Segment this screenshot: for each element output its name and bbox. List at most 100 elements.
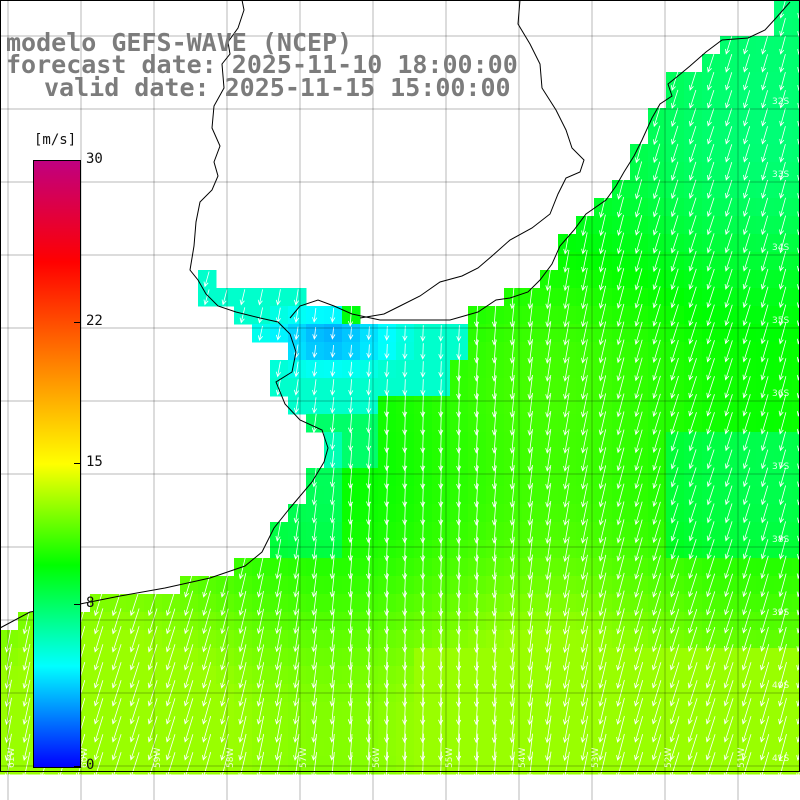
- wind-vector-arrow: [616, 339, 625, 364]
- wind-vector-arrow: [778, 358, 787, 381]
- wind-vector-arrow: [760, 715, 770, 743]
- wind-vector-arrow: [652, 375, 661, 399]
- wind-vector-arrow: [725, 161, 733, 181]
- wind-vector-arrow: [724, 358, 733, 381]
- colorbar-tick-label: 22: [86, 312, 103, 329]
- wind-vector-arrow: [779, 0, 786, 19]
- wind-vector-arrow: [94, 590, 104, 617]
- wind-vector-arrow: [742, 340, 751, 363]
- wind-vector-arrow: [456, 715, 462, 744]
- wind-vector-arrow: [723, 698, 734, 725]
- wind-vector-arrow: [545, 733, 552, 762]
- wind-vector-arrow: [743, 54, 751, 73]
- longitude-label: 58W: [226, 748, 236, 768]
- wind-vector-arrow: [456, 625, 462, 654]
- wind-vector-arrow: [527, 554, 533, 581]
- wind-vector-arrow: [634, 232, 643, 255]
- wind-vector-arrow: [527, 715, 533, 744]
- wind-vector-arrow: [438, 733, 444, 762]
- wind-vector-arrow: [563, 554, 570, 581]
- wind-vector-arrow: [580, 572, 588, 599]
- wind-vector-arrow: [438, 393, 444, 418]
- wind-vector-arrow: [725, 144, 733, 163]
- wind-vector-arrow: [723, 644, 734, 671]
- wind-vector-arrow: [635, 161, 643, 182]
- wind-vector-arrow: [527, 518, 533, 545]
- wind-vector-arrow: [384, 429, 390, 454]
- wind-vector-arrow: [688, 215, 697, 236]
- wind-vector-arrow: [581, 465, 588, 490]
- wind-vector-arrow: [743, 197, 751, 217]
- wind-vector-arrow: [93, 734, 104, 761]
- wind-vector-arrow: [724, 573, 733, 598]
- wind-vector-arrow: [509, 751, 515, 780]
- wind-vector-arrow: [456, 697, 462, 726]
- wind-vector-arrow: [147, 752, 158, 779]
- wind-vector-arrow: [760, 304, 769, 327]
- wind-vector-arrow: [761, 72, 768, 91]
- wind-vector-arrow: [527, 483, 533, 508]
- wind-vector-arrow: [761, 144, 768, 163]
- wind-vector-arrow: [652, 286, 661, 309]
- wind-vector-arrow: [778, 555, 787, 580]
- wind-speed-cell: [792, 54, 800, 73]
- wind-vector-arrow: [545, 751, 552, 780]
- wind-vector-arrow: [598, 572, 607, 599]
- wind-vector-arrow: [616, 411, 625, 436]
- longitude-label: 54W: [518, 748, 528, 768]
- wind-vector-arrow: [688, 573, 698, 598]
- wind-vector-arrow: [329, 485, 335, 506]
- wind-vector-arrow: [311, 698, 317, 725]
- wind-vector-arrow: [688, 322, 697, 345]
- wind-vector-arrow: [742, 394, 751, 417]
- wind-vector-arrow: [652, 519, 661, 544]
- wind-vector-arrow: [651, 644, 662, 671]
- wind-vector-arrow: [742, 573, 751, 598]
- wind-vector-arrow: [671, 161, 679, 182]
- wind-vector-arrow: [256, 715, 265, 743]
- wind-vector-arrow: [670, 449, 679, 470]
- wind-vector-arrow: [706, 431, 715, 452]
- wind-vector-arrow: [311, 503, 317, 524]
- wind-vector-arrow: [760, 573, 769, 598]
- wind-vector-arrow: [274, 752, 282, 779]
- wind-vector-arrow: [348, 379, 354, 396]
- wind-speed-cell: [792, 738, 800, 757]
- wind-vector-arrow: [111, 662, 122, 689]
- wind-vector-arrow: [670, 411, 679, 435]
- wind-vector-arrow: [616, 375, 625, 400]
- wind-speed-cell: [792, 288, 800, 307]
- wind-vector-arrow: [4, 643, 12, 671]
- wind-vector-arrow: [580, 643, 589, 671]
- wind-vector-arrow: [670, 250, 679, 272]
- wind-vector-arrow: [256, 644, 265, 671]
- wind-vector-arrow: [741, 662, 752, 689]
- wind-vector-arrow: [598, 375, 607, 400]
- wind-vector-arrow: [563, 375, 570, 400]
- wind-vector-arrow: [761, 503, 769, 524]
- wind-vector-arrow: [652, 321, 661, 345]
- wind-vector-arrow: [456, 554, 462, 581]
- wind-vector-arrow: [491, 751, 497, 780]
- wind-vector-arrow: [311, 591, 317, 616]
- wind-vector-arrow: [275, 289, 281, 306]
- wind-vector-arrow: [741, 644, 752, 671]
- wind-vector-arrow: [438, 697, 444, 726]
- wind-vector-arrow: [705, 734, 716, 761]
- wind-vector-arrow: [616, 303, 625, 327]
- wind-vector-arrow: [330, 344, 336, 358]
- wind-vector-arrow: [598, 519, 607, 544]
- wind-vector-arrow: [294, 307, 300, 324]
- wind-speed-cell: [792, 414, 800, 433]
- wind-vector-arrow: [580, 519, 588, 544]
- wind-vector-arrow: [384, 751, 390, 780]
- wind-vector-arrow: [129, 608, 140, 635]
- wind-vector-arrow: [616, 751, 625, 779]
- wind-vector-arrow: [724, 233, 733, 254]
- wind-vector-arrow: [688, 286, 697, 309]
- wind-vector-arrow: [616, 285, 625, 309]
- wind-vector-arrow: [652, 590, 661, 616]
- wind-vector-arrow: [438, 465, 444, 490]
- wind-vector-arrow: [742, 286, 751, 309]
